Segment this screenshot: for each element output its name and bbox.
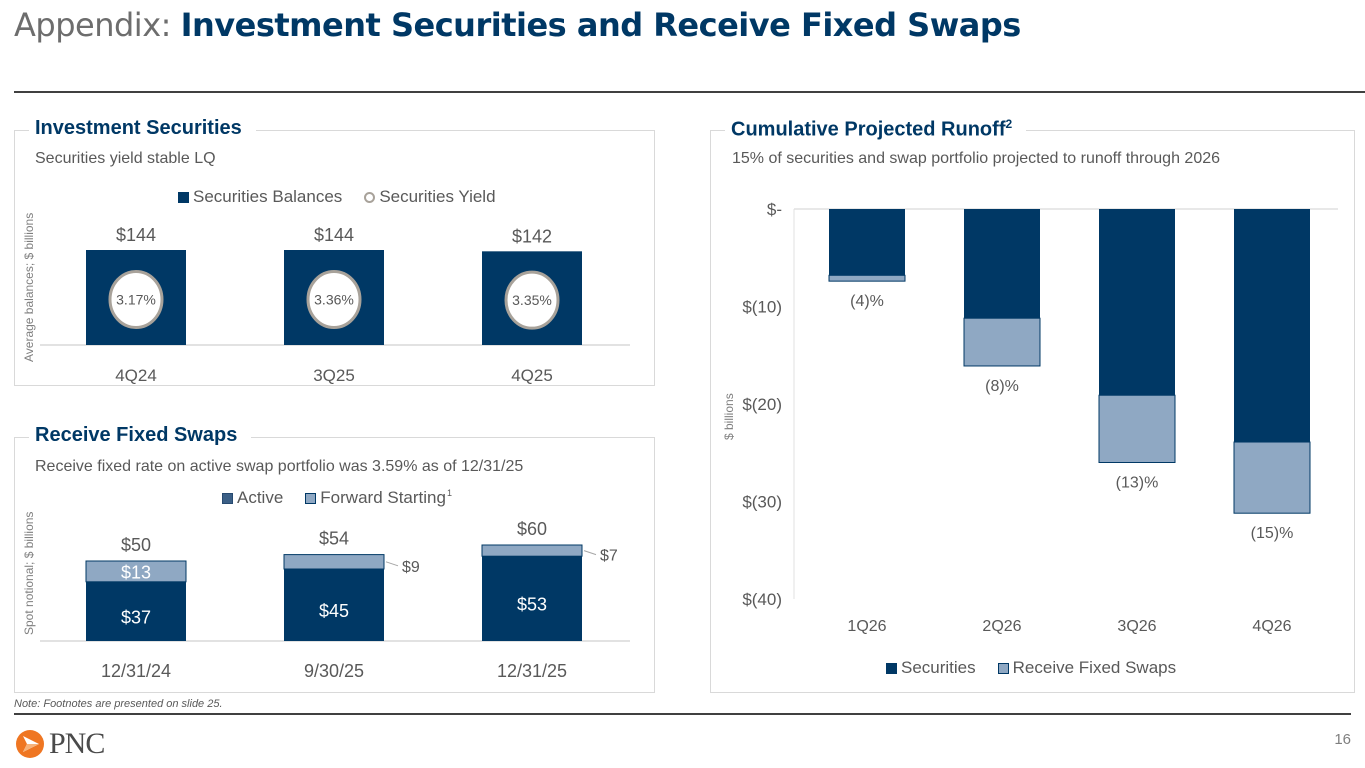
page-number: 16 — [1334, 731, 1351, 748]
leader-line — [583, 550, 597, 556]
legend-item-receive-fixed-swaps: Receive Fixed Swaps — [997, 658, 1177, 678]
investment-securities-subtitle: Securities yield stable LQ — [35, 150, 216, 167]
yield-marker — [306, 270, 362, 329]
legend-label: Securities Yield — [379, 187, 496, 206]
legend-item-balances: Securities Balances — [178, 187, 342, 207]
swaps-bar — [963, 317, 1041, 367]
title-prefix: Appendix: — [14, 6, 181, 44]
swaps-bar — [1098, 394, 1176, 464]
total-label: $60 — [517, 519, 547, 539]
legend-label: Receive Fixed Swaps — [1012, 658, 1177, 677]
x-tick-label: 3Q26 — [1117, 618, 1156, 635]
legend: Active Forward Starting 1 — [222, 488, 452, 508]
x-tick-label: 2Q26 — [982, 618, 1021, 635]
legend: Securities Receive Fixed Swaps — [886, 658, 1176, 678]
balance-label: $144 — [314, 225, 354, 245]
x-tick-label: 9/30/25 — [304, 661, 364, 681]
pnc-logo: PNC — [15, 727, 105, 761]
active-bar — [284, 569, 384, 641]
investment-securities-panel: Investment Securities — [14, 117, 655, 386]
receive-fixed-swaps-subtitle: Receive fixed rate on active swap portfo… — [35, 458, 524, 475]
pnc-logo-text: PNC — [49, 727, 105, 760]
x-tick-label: 12/31/24 — [101, 661, 171, 681]
legend-swatch — [305, 492, 317, 504]
x-tick-label: 4Q25 — [511, 366, 553, 385]
footnote-note: Note: Footnotes are presented on slide 2… — [14, 698, 223, 710]
legend: Securities Balances Securities Yield — [178, 187, 496, 207]
y-tick-label: $(30) — [742, 493, 782, 512]
percent-label: (8)% — [985, 378, 1019, 395]
panel-title: Cumulative Projected Runoff2 — [725, 117, 1027, 142]
legend-item-active: Active — [222, 488, 283, 508]
yield-label: 3.17% — [116, 292, 156, 308]
securities-bar — [1234, 209, 1310, 443]
x-tick-label: 1Q26 — [847, 618, 886, 635]
yield-label: 3.36% — [314, 292, 354, 308]
y-tick-label: $(20) — [742, 395, 782, 414]
securities-bar — [964, 209, 1040, 319]
legend-item-forward-starting: Forward Starting 1 — [305, 488, 452, 508]
balance-label: $142 — [512, 226, 552, 246]
footnote-marker: 2 — [1005, 117, 1013, 131]
x-tick-label: 4Q26 — [1252, 618, 1291, 635]
legend-item-securities: Securities — [886, 658, 976, 678]
panel-title: Receive Fixed Swaps — [29, 424, 252, 447]
total-label: $50 — [121, 535, 151, 555]
percent-label: (13)% — [1116, 475, 1159, 492]
forward-starting-label: $13 — [121, 562, 151, 582]
footer-divider — [14, 713, 1351, 715]
active-bar — [86, 581, 186, 641]
runoff-subtitle: 15% of securities and swap portfolio pro… — [732, 150, 1221, 167]
legend-label: Forward Starting — [320, 488, 446, 507]
panel-title: Investment Securities — [29, 117, 256, 140]
active-label: $37 — [121, 607, 151, 627]
x-tick-label: 12/31/25 — [497, 661, 567, 681]
leader-line — [385, 561, 399, 567]
forward-starting-label: $7 — [600, 548, 618, 565]
forward-starting-bar — [481, 544, 583, 557]
legend-ring-marker — [364, 191, 376, 203]
receive-fixed-swaps-chart: $37 $13 $50 12/31/24 $45 $9 $54 9/30/25 $53 $7 $60… — [40, 519, 630, 681]
slide-title: Appendix: Investment Securities and Rece… — [14, 6, 1021, 44]
balance-label: $144 — [116, 225, 156, 245]
swaps-bar — [828, 274, 906, 282]
legend-swatch — [886, 662, 897, 674]
total-label: $54 — [319, 529, 349, 549]
panel-title-text: Cumulative Projected Runoff — [731, 118, 1006, 141]
active-label: $53 — [517, 595, 547, 615]
legend-swatch — [997, 662, 1009, 674]
receive-fixed-swaps-panel: Receive Fixed Swaps — [14, 424, 655, 693]
x-tick-label: 3Q25 — [313, 366, 355, 385]
percent-label: (4)% — [850, 293, 884, 310]
yield-label: 3.35% — [512, 292, 552, 308]
legend-item-yield: Securities Yield — [364, 187, 496, 207]
legend-label: Securities Balances — [193, 187, 343, 206]
y-tick-label: $- — [767, 200, 782, 219]
x-tick-label: 4Q24 — [115, 366, 157, 385]
footnote-marker: 1 — [446, 488, 452, 498]
forward-starting-bar — [283, 554, 385, 570]
runoff-chart: $- $(10) $(20) $(30) $(40) (4)% 1Q26 (8)% 2Q26 (1… — [742, 200, 1338, 635]
y-tick-label: $(40) — [742, 590, 782, 609]
active-label: $45 — [319, 601, 349, 621]
forward-starting-label: $9 — [402, 559, 420, 576]
yield-marker — [504, 270, 560, 330]
y-tick-label: $(10) — [742, 298, 782, 317]
yield-marker — [108, 270, 164, 329]
legend-swatch — [222, 492, 233, 504]
runoff-panel: Cumulative Projected Runoff2 — [710, 117, 1355, 693]
investment-securities-chart: $144 3.17% 4Q24 $144 3.36% 3Q25 $142 3.35% 4Q25 — [40, 225, 630, 385]
title-divider — [14, 91, 1365, 93]
forward-starting-bar — [85, 560, 187, 583]
pnc-logo-icon — [16, 730, 44, 758]
active-bar — [482, 556, 582, 641]
legend-swatch — [178, 191, 189, 203]
legend-label: Active — [237, 488, 284, 507]
percent-label: (15)% — [1251, 525, 1294, 542]
swaps-bar — [1233, 441, 1311, 514]
securities-bar — [1099, 209, 1175, 396]
legend-label: Securities — [901, 658, 976, 677]
title-main: Investment Securities and Receive Fixed … — [180, 6, 1022, 44]
securities-bar — [829, 209, 905, 276]
